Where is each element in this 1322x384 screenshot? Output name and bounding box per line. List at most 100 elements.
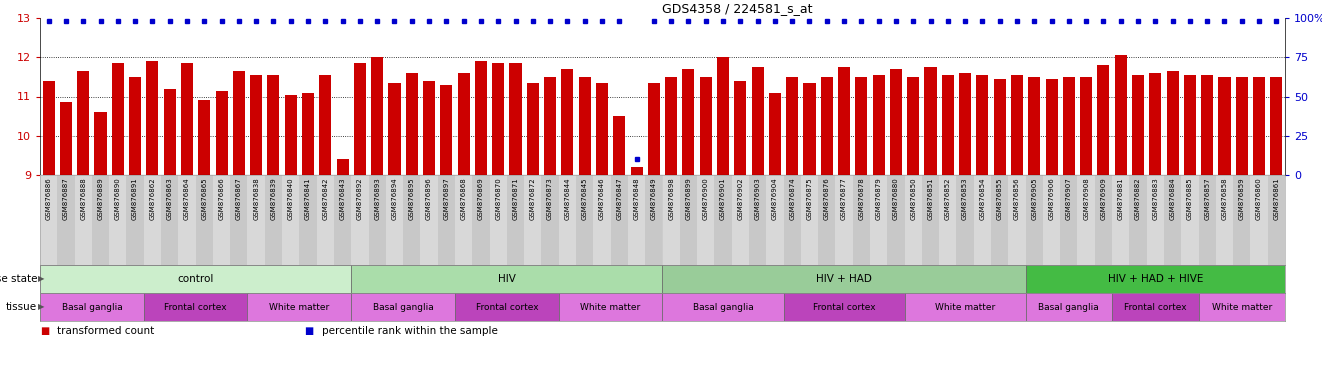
Bar bbox=[91, 175, 110, 265]
Bar bbox=[247, 293, 352, 321]
Bar bbox=[178, 175, 196, 265]
Bar bbox=[371, 57, 383, 175]
Bar bbox=[40, 265, 352, 293]
Bar bbox=[941, 75, 954, 175]
Text: GSM876904: GSM876904 bbox=[772, 178, 777, 220]
Bar bbox=[352, 265, 662, 293]
Text: GSM876903: GSM876903 bbox=[755, 178, 760, 220]
Text: GSM876843: GSM876843 bbox=[340, 178, 345, 220]
Text: Basal ganglia: Basal ganglia bbox=[62, 303, 122, 311]
Text: GSM876902: GSM876902 bbox=[738, 178, 743, 220]
Bar bbox=[648, 83, 660, 175]
Text: GSM876842: GSM876842 bbox=[323, 178, 328, 220]
Bar bbox=[250, 75, 262, 175]
Text: GSM876864: GSM876864 bbox=[184, 178, 190, 220]
Text: GSM876887: GSM876887 bbox=[63, 178, 69, 220]
Text: GSM876859: GSM876859 bbox=[1239, 178, 1245, 220]
Text: HIV + HAD + HIVE: HIV + HAD + HIVE bbox=[1108, 274, 1203, 284]
Bar bbox=[42, 81, 54, 175]
Text: GSM876854: GSM876854 bbox=[980, 178, 985, 220]
Bar bbox=[299, 175, 317, 265]
Bar bbox=[489, 175, 506, 265]
Bar bbox=[662, 265, 1026, 293]
Bar bbox=[662, 175, 680, 265]
Text: GSM876892: GSM876892 bbox=[357, 178, 364, 220]
Text: GSM876867: GSM876867 bbox=[235, 178, 242, 220]
Bar bbox=[1202, 75, 1214, 175]
Bar bbox=[284, 94, 296, 175]
Bar bbox=[526, 83, 539, 175]
Bar bbox=[267, 75, 279, 175]
Bar bbox=[215, 91, 227, 175]
Bar bbox=[838, 67, 850, 175]
Bar bbox=[680, 175, 697, 265]
Bar bbox=[1251, 175, 1268, 265]
Bar bbox=[1112, 175, 1129, 265]
Text: GSM876905: GSM876905 bbox=[1031, 178, 1038, 220]
Text: GSM876895: GSM876895 bbox=[408, 178, 415, 220]
Bar bbox=[596, 83, 608, 175]
Bar bbox=[1029, 77, 1040, 175]
Bar bbox=[455, 293, 559, 321]
Text: Frontal cortex: Frontal cortex bbox=[1124, 303, 1187, 311]
Bar bbox=[1060, 175, 1077, 265]
Bar bbox=[1199, 175, 1216, 265]
Bar bbox=[1163, 175, 1182, 265]
Bar bbox=[1063, 77, 1075, 175]
Bar bbox=[682, 69, 694, 175]
Bar bbox=[1026, 175, 1043, 265]
Text: GSM876868: GSM876868 bbox=[460, 178, 467, 220]
Bar bbox=[301, 93, 315, 175]
Text: White matter: White matter bbox=[580, 303, 641, 311]
Bar bbox=[337, 159, 349, 175]
Bar bbox=[406, 73, 418, 175]
Bar bbox=[423, 81, 435, 175]
Bar bbox=[801, 175, 818, 265]
Text: GSM876849: GSM876849 bbox=[650, 178, 657, 220]
Bar bbox=[1095, 175, 1112, 265]
Bar bbox=[492, 63, 504, 175]
Text: GSM876901: GSM876901 bbox=[720, 178, 726, 220]
Text: GSM876897: GSM876897 bbox=[443, 178, 449, 220]
Text: GSM876857: GSM876857 bbox=[1204, 178, 1210, 220]
Bar bbox=[853, 175, 870, 265]
Bar bbox=[1009, 175, 1026, 265]
Bar bbox=[455, 175, 472, 265]
Bar bbox=[1112, 293, 1199, 321]
Text: ▶: ▶ bbox=[38, 303, 45, 311]
Bar bbox=[127, 175, 144, 265]
Text: GSM876851: GSM876851 bbox=[928, 178, 933, 220]
Text: GSM876884: GSM876884 bbox=[1170, 178, 1175, 220]
Bar bbox=[509, 63, 522, 175]
Bar bbox=[924, 67, 936, 175]
Bar bbox=[836, 175, 853, 265]
Text: GSM876848: GSM876848 bbox=[633, 178, 640, 220]
Text: GSM876865: GSM876865 bbox=[201, 178, 208, 220]
Bar bbox=[1043, 175, 1060, 265]
Bar bbox=[1077, 175, 1095, 265]
Text: GSM876880: GSM876880 bbox=[892, 178, 899, 220]
Bar bbox=[714, 175, 731, 265]
Bar bbox=[784, 293, 904, 321]
Bar bbox=[420, 175, 438, 265]
Bar bbox=[130, 77, 141, 175]
Bar bbox=[161, 175, 178, 265]
Bar bbox=[524, 175, 542, 265]
Text: GSM876877: GSM876877 bbox=[841, 178, 847, 220]
Bar bbox=[1183, 75, 1196, 175]
Text: GSM876858: GSM876858 bbox=[1222, 178, 1228, 220]
Bar bbox=[1166, 71, 1179, 175]
Bar bbox=[354, 63, 366, 175]
Bar bbox=[1149, 73, 1161, 175]
Text: Basal ganglia: Basal ganglia bbox=[373, 303, 434, 311]
Bar bbox=[110, 175, 127, 265]
Bar bbox=[1236, 77, 1248, 175]
Bar bbox=[855, 77, 867, 175]
Bar bbox=[904, 293, 1026, 321]
Bar bbox=[1146, 175, 1163, 265]
Text: GSM876879: GSM876879 bbox=[875, 178, 882, 220]
Text: GSM876840: GSM876840 bbox=[288, 178, 293, 220]
Text: GSM876889: GSM876889 bbox=[98, 178, 103, 220]
Text: GSM876876: GSM876876 bbox=[824, 178, 830, 220]
Bar bbox=[59, 103, 71, 175]
